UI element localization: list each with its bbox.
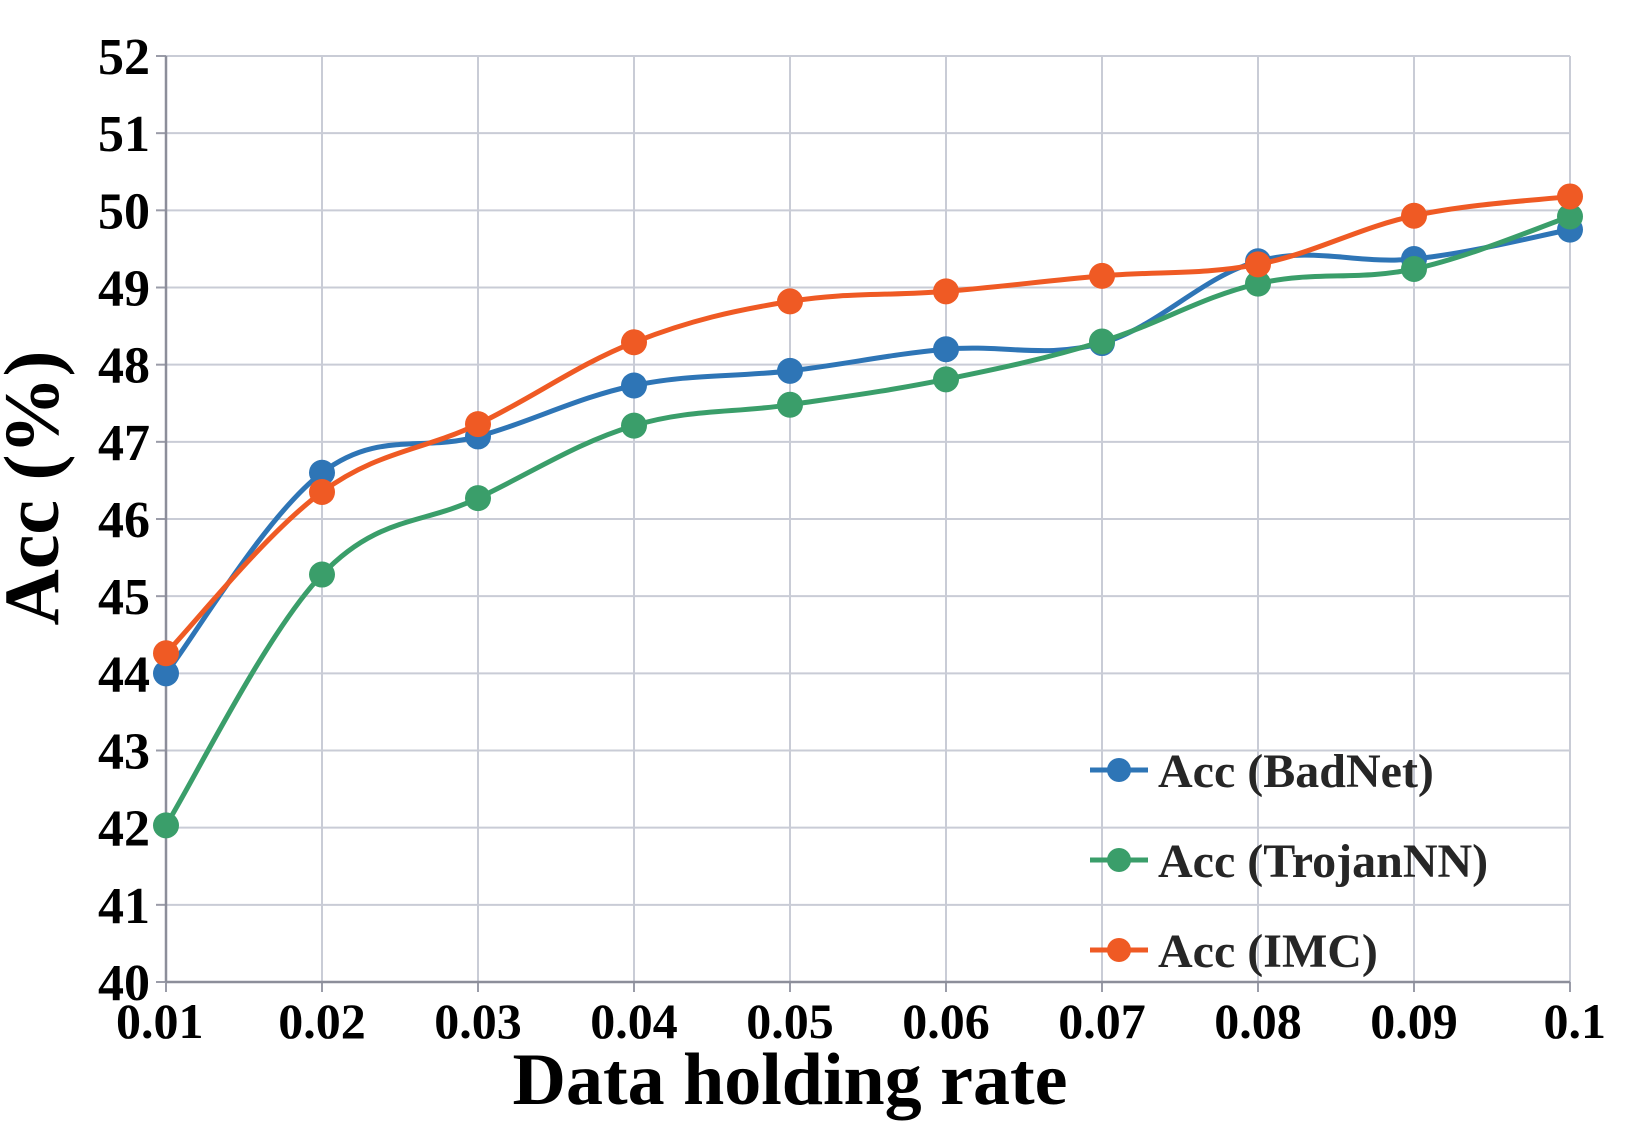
data-point <box>1557 203 1583 230</box>
y-tick-label: 45 <box>98 569 150 626</box>
tick-labels: 40 41 42 43 44 45 46 47 48 49 50 51 52 0.01 0.02 0.03 0.… <box>98 29 1606 1049</box>
y-axis-label: Acc (%) <box>0 350 75 625</box>
data-point <box>777 391 803 418</box>
data-point <box>1557 183 1583 210</box>
y-tick-label: 40 <box>98 955 150 1012</box>
y-tick-label: 48 <box>98 338 150 395</box>
x-tick-label: 0.01 <box>116 993 204 1049</box>
data-point <box>1401 202 1427 229</box>
series-1 <box>153 203 1583 839</box>
legend-entry: Acc (TrojanNN) <box>1090 835 1488 888</box>
x-tick-label: 0.09 <box>1370 993 1458 1049</box>
y-tick-label: 44 <box>98 646 150 703</box>
data-point <box>1245 251 1271 278</box>
data-point <box>309 561 335 588</box>
legend-label: Acc (TrojanNN) <box>1158 835 1488 888</box>
x-tick-label: 0.06 <box>902 993 990 1049</box>
legend-entry: Acc (BadNet) <box>1090 745 1434 798</box>
data-point <box>621 329 647 356</box>
series-group <box>153 183 1583 839</box>
data-point <box>621 372 647 399</box>
data-point <box>777 288 803 315</box>
data-point <box>1245 270 1271 297</box>
legend-label: Acc (BadNet) <box>1158 745 1434 798</box>
legend-swatch-marker <box>1107 848 1131 872</box>
data-point <box>153 640 179 667</box>
series-line <box>163 193 1573 656</box>
series-line <box>163 227 1573 676</box>
y-tick-label: 50 <box>98 183 150 240</box>
x-tick-label: 0.04 <box>590 993 678 1049</box>
x-tick-label: 0.08 <box>1214 993 1302 1049</box>
y-tick-label: 46 <box>98 492 150 549</box>
data-point <box>1089 328 1115 355</box>
legend-swatch-marker <box>1107 938 1131 962</box>
data-point <box>465 411 491 438</box>
data-point <box>933 336 959 363</box>
x-tick-label: 0.05 <box>746 993 834 1049</box>
x-axis-label: Data holding rate <box>513 1039 1068 1121</box>
y-tick-label: 49 <box>98 261 150 318</box>
x-tick-label: 0.07 <box>1058 993 1146 1049</box>
data-point <box>621 412 647 439</box>
data-point <box>309 478 335 505</box>
x-tick-label: 0.03 <box>434 993 522 1049</box>
y-tick-label: 51 <box>98 106 150 163</box>
data-point <box>1089 262 1115 289</box>
y-tick-label: 42 <box>98 801 150 858</box>
data-point <box>153 812 179 839</box>
y-tick-label: 52 <box>98 29 150 86</box>
y-tick-label: 47 <box>98 415 150 472</box>
data-point <box>309 459 335 486</box>
data-point <box>153 660 179 687</box>
data-point <box>777 357 803 384</box>
legend-swatch-marker <box>1107 758 1131 782</box>
series-2 <box>153 183 1583 667</box>
legend: Acc (BadNet) Acc (TrojanNN) Acc (IMC) <box>1090 745 1488 978</box>
x-tick-label: 0.02 <box>278 993 366 1049</box>
legend-label: Acc (IMC) <box>1158 925 1378 978</box>
series-line <box>163 214 1573 828</box>
data-point <box>933 366 959 393</box>
data-point <box>1401 255 1427 282</box>
legend-entry: Acc (IMC) <box>1090 925 1378 978</box>
data-point <box>933 278 959 305</box>
y-tick-label: 41 <box>98 878 150 935</box>
data-point <box>465 485 491 512</box>
x-tick-label: 0.1 <box>1544 993 1607 1049</box>
y-tick-label: 43 <box>98 724 150 781</box>
